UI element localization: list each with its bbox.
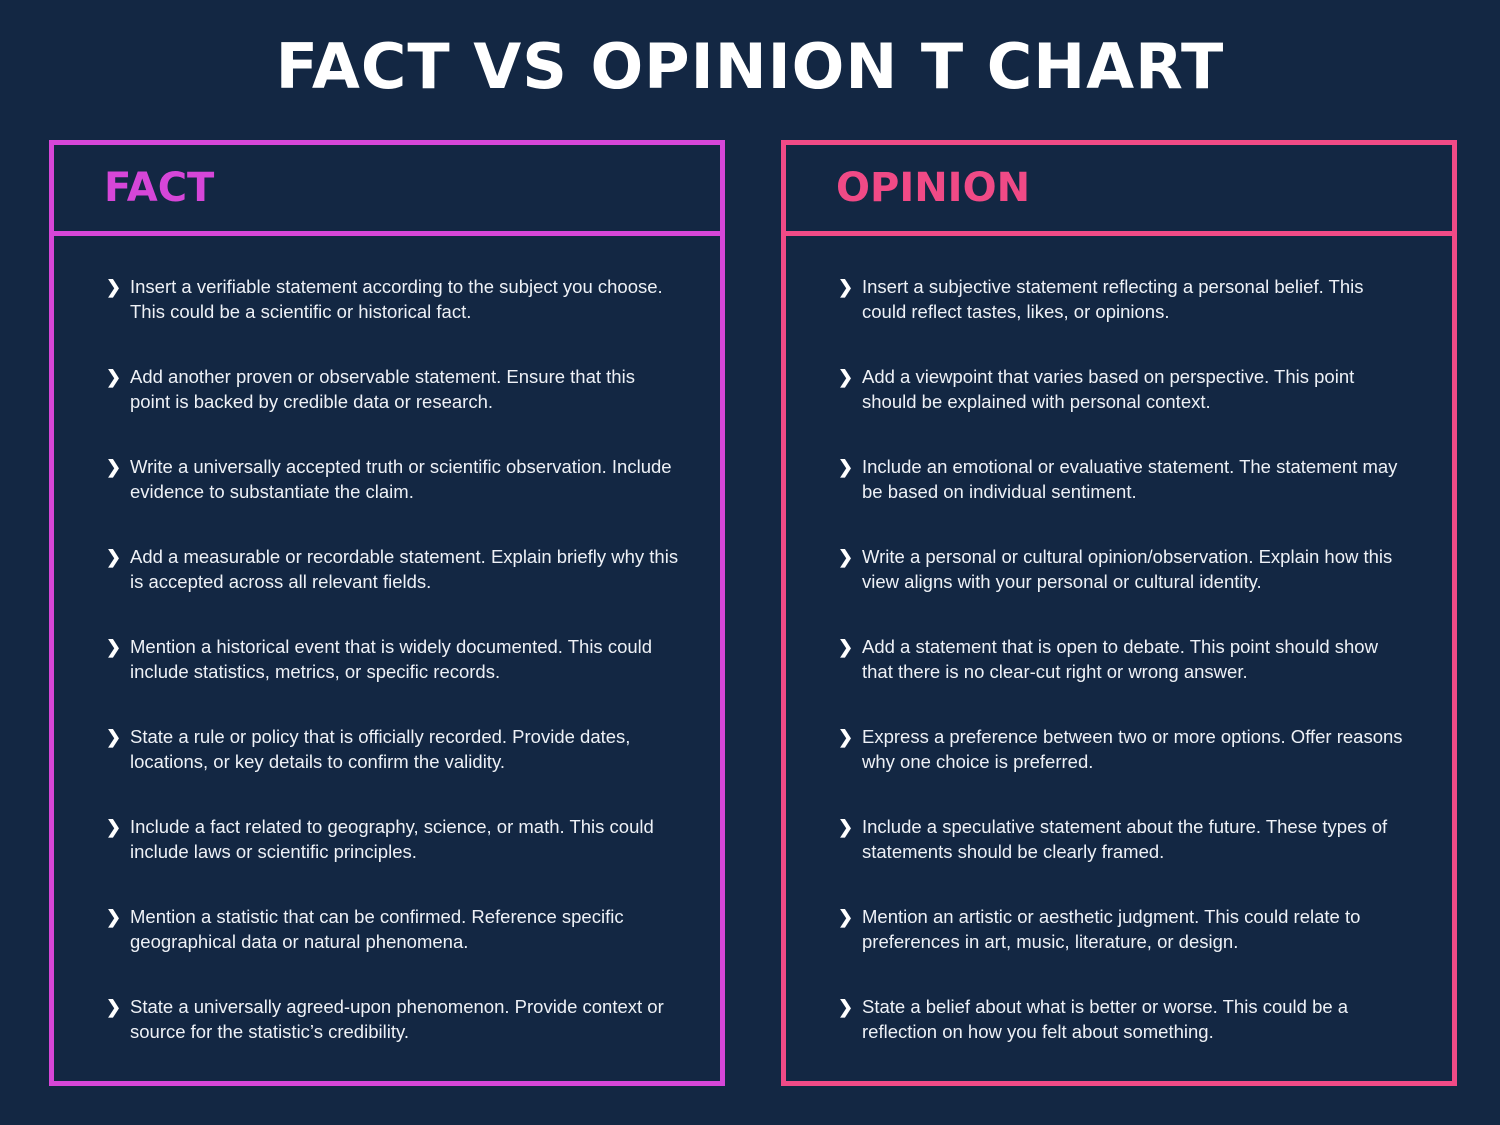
fact-item: ❯ Mention a historical event that is wide… <box>54 634 720 724</box>
opinion-column: OPINION ❯ Insert a subjective statement r… <box>781 140 1457 1086</box>
opinion-item: ❯ Add a viewpoint that varies based on pe… <box>786 364 1452 454</box>
fact-item: ❯ State a universally agreed-upon phenome… <box>54 994 720 1084</box>
chevron-right-icon: ❯ <box>838 997 854 1017</box>
chevron-right-icon: ❯ <box>106 547 122 567</box>
fact-item: ❯ Add another proven or observable statem… <box>54 364 720 454</box>
chevron-right-icon: ❯ <box>106 997 122 1017</box>
chevron-right-icon: ❯ <box>838 457 854 477</box>
fact-item: ❯ Include a fact related to geography, sc… <box>54 814 720 904</box>
fact-item-text: Mention a statistic that can be confirme… <box>130 906 624 952</box>
opinion-item-text: Write a personal or cultural opinion/obs… <box>862 546 1393 592</box>
opinion-item-text: Include a speculative statement about th… <box>862 816 1388 862</box>
opinion-list: ❯ Insert a subjective statement reflectin… <box>786 236 1452 1084</box>
fact-item-text: State a rule or policy that is officiall… <box>130 726 631 772</box>
fact-item-text: Include a fact related to geography, sci… <box>130 816 654 862</box>
chevron-right-icon: ❯ <box>106 907 122 927</box>
opinion-item: ❯ Express a preference between two or mor… <box>786 724 1452 814</box>
chevron-right-icon: ❯ <box>106 727 122 747</box>
opinion-item: ❯ Mention an artistic or aesthetic judgme… <box>786 904 1452 994</box>
fact-heading: FACT <box>104 165 215 211</box>
opinion-item-text: Add a viewpoint that varies based on per… <box>862 366 1355 412</box>
opinion-item-text: Mention an artistic or aesthetic judgmen… <box>862 906 1361 952</box>
fact-header: FACT <box>54 145 720 236</box>
opinion-item: ❯ Insert a subjective statement reflectin… <box>786 274 1452 364</box>
fact-item: ❯ Write a universally accepted truth or s… <box>54 454 720 544</box>
chevron-right-icon: ❯ <box>106 637 122 657</box>
fact-item-text: Add a measurable or recordable statement… <box>130 546 679 592</box>
chevron-right-icon: ❯ <box>106 367 122 387</box>
chevron-right-icon: ❯ <box>838 367 854 387</box>
page-title: FACT VS OPINION T CHART <box>275 30 1225 103</box>
fact-item: ❯ Mention a statistic that can be confirm… <box>54 904 720 994</box>
opinion-item-text: Insert a subjective statement reflecting… <box>862 276 1364 322</box>
fact-item-text: Write a universally accepted truth or sc… <box>130 456 672 502</box>
opinion-item: ❯ Include a speculative statement about t… <box>786 814 1452 904</box>
chevron-right-icon: ❯ <box>838 907 854 927</box>
chevron-right-icon: ❯ <box>838 547 854 567</box>
fact-item: ❯ Insert a verifiable statement according… <box>54 274 720 364</box>
opinion-item: ❯ Include an emotional or evaluative stat… <box>786 454 1452 544</box>
opinion-item-text: Include an emotional or evaluative state… <box>862 456 1398 502</box>
fact-item-text: State a universally agreed-upon phenomen… <box>130 996 664 1042</box>
opinion-item-text: State a belief about what is better or w… <box>862 996 1349 1042</box>
fact-item-text: Insert a verifiable statement according … <box>130 276 663 322</box>
opinion-item: ❯ Add a statement that is open to debate.… <box>786 634 1452 724</box>
opinion-heading: OPINION <box>836 165 1031 211</box>
fact-item-text: Mention a historical event that is widel… <box>130 636 653 682</box>
fact-column: FACT ❯ Insert a verifiable statement acco… <box>49 140 725 1086</box>
opinion-item: ❯ Write a personal or cultural opinion/ob… <box>786 544 1452 634</box>
opinion-item-text: Express a preference between two or more… <box>862 726 1403 772</box>
chevron-right-icon: ❯ <box>106 277 122 297</box>
fact-item: ❯ Add a measurable or recordable statemen… <box>54 544 720 634</box>
opinion-item-text: Add a statement that is open to debate. … <box>862 636 1378 682</box>
chevron-right-icon: ❯ <box>106 817 122 837</box>
chevron-right-icon: ❯ <box>838 727 854 747</box>
chevron-right-icon: ❯ <box>106 457 122 477</box>
opinion-header: OPINION <box>786 145 1452 236</box>
fact-list: ❯ Insert a verifiable statement according… <box>54 236 720 1084</box>
fact-item-text: Add another proven or observable stateme… <box>130 366 635 412</box>
opinion-item: ❯ State a belief about what is better or … <box>786 994 1452 1084</box>
chevron-right-icon: ❯ <box>838 637 854 657</box>
fact-item: ❯ State a rule or policy that is official… <box>54 724 720 814</box>
chevron-right-icon: ❯ <box>838 277 854 297</box>
chevron-right-icon: ❯ <box>838 817 854 837</box>
